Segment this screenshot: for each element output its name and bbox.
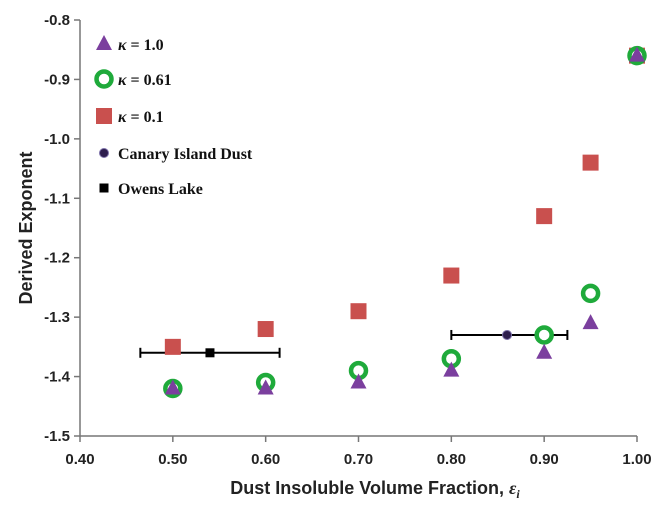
triangle-marker [629, 46, 645, 62]
square-marker [536, 208, 553, 225]
triangle-marker [350, 373, 367, 389]
y-axis-ticks: -0.8 -0.9 -1.0 -1.1 -1.2 -1.3 -1.4 -1.5 [44, 12, 80, 445]
x-axis-title-symbol: ε [509, 478, 517, 498]
legend-kappa-symbol: κ [118, 72, 127, 89]
y-tick-label: -1.3 [44, 309, 70, 326]
x-axis-ticks: 0.40 0.50 0.60 0.70 0.80 0.90 1.00 [65, 436, 652, 468]
x-tick-label: 0.70 [344, 451, 373, 468]
legend-label: Owens Lake [118, 181, 203, 198]
y-tick-label: -1.1 [44, 190, 70, 207]
y-axis-title: Derived Exponent [16, 151, 36, 304]
legend-kappa-value: = 0.61 [126, 72, 171, 89]
x-axis-title-text: Dust Insoluble Volume Fraction, [230, 478, 509, 498]
legend-kappa-symbol: κ [118, 109, 127, 126]
x-axis-title: Dust Insoluble Volume Fraction, εi [230, 478, 520, 501]
triangle-marker [443, 361, 460, 377]
x-tick-label: 1.00 [622, 451, 651, 468]
legend-kappa-value: = 1.0 [126, 37, 163, 54]
triangle-marker [164, 379, 181, 395]
small-square-marker [99, 183, 109, 193]
y-tick-label: -0.9 [44, 71, 70, 88]
square-marker [350, 303, 367, 320]
square-marker [443, 267, 460, 284]
y-tick-label: -1.5 [44, 428, 70, 445]
triangle-marker [96, 35, 112, 50]
ring-marker [580, 283, 601, 304]
triangle-marker [536, 343, 553, 359]
dot-marker [99, 148, 109, 158]
legend-kappa-value: = 0.1 [126, 109, 163, 126]
legend-kappa-symbol: κ [118, 37, 127, 54]
data-markers [163, 45, 647, 399]
x-axis-title-subscript: i [516, 487, 520, 501]
y-tick-label: -1.2 [44, 250, 70, 267]
x-tick-label: 0.90 [530, 451, 559, 468]
y-tick-label: -1.4 [44, 369, 71, 386]
square-marker [257, 321, 274, 338]
y-tick-label: -0.8 [44, 12, 70, 29]
x-tick-label: 0.50 [158, 451, 187, 468]
y-tick-label: -1.0 [44, 131, 70, 148]
ring-marker [534, 325, 554, 345]
square-marker [164, 338, 181, 355]
dot-marker [502, 329, 513, 340]
x-tick-label: 0.60 [251, 451, 280, 468]
legend-label: κ = 0.1 [118, 109, 164, 126]
square-marker [582, 154, 599, 171]
small-square-marker [205, 348, 215, 358]
legend-label: κ = 0.61 [118, 72, 172, 89]
legend-label: Canary Island Dust [118, 146, 253, 163]
x-tick-label: 0.40 [65, 451, 94, 468]
legend-label: κ = 1.0 [118, 37, 164, 54]
x-tick-label: 0.80 [437, 451, 466, 468]
ring-marker [94, 69, 114, 89]
triangle-marker [582, 314, 599, 330]
square-marker [96, 108, 112, 124]
triangle-marker [257, 379, 274, 395]
